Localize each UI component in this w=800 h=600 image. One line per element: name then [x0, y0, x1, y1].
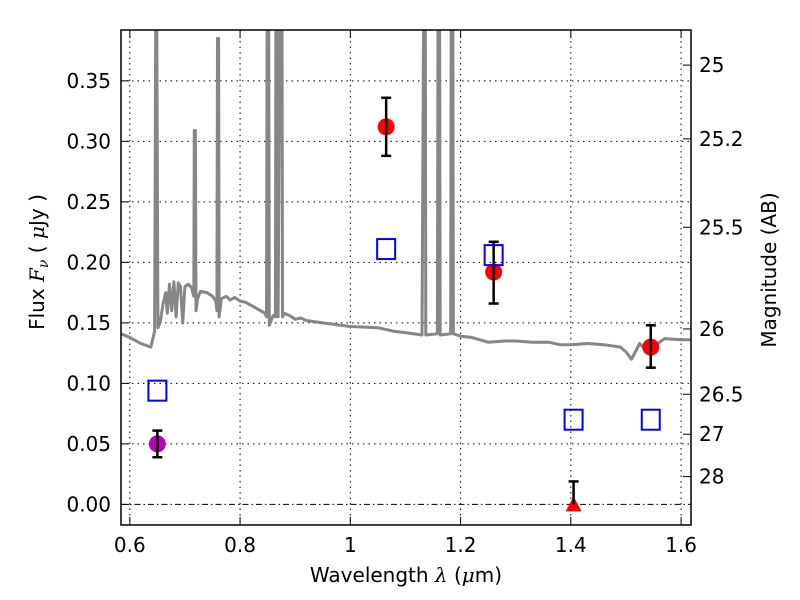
y-tick-label: 0.25: [66, 190, 111, 214]
x-axis-label-paren: (: [448, 563, 462, 587]
x-tick-label: 1: [344, 533, 357, 557]
x-axis-label-unit: m): [475, 563, 502, 587]
y-axis-label-unit: Jy ): [25, 194, 49, 228]
photometry-point: [485, 240, 503, 305]
y-axis-label-text: Flux: [25, 282, 49, 330]
model-spectrum-line: [121, 30, 691, 361]
x-tick-label: 1.6: [665, 533, 697, 557]
y2-tick-label: 25: [699, 53, 724, 77]
x-axis-label: Wavelength λ (μm): [310, 563, 502, 587]
y2-axis-label: Magnitude (AB): [757, 192, 781, 347]
model-photometry-square: [640, 408, 661, 431]
y-axis-label-nu: ν: [36, 259, 52, 268]
y-axis-label-mu: μ: [25, 226, 49, 239]
model-spectrum-layer: [121, 30, 691, 361]
y-tick-label: 0.05: [66, 432, 111, 456]
y2-tick-label: 25.5: [699, 215, 744, 239]
data-points-layer: [147, 96, 661, 512]
y2-tick-label: 28: [699, 465, 724, 489]
y-axis-label-paren: (: [25, 239, 49, 260]
x-tick-label: 0.8: [224, 533, 256, 557]
x-axis-label-text: Wavelength: [310, 563, 435, 587]
x-axis-label-mu: μ: [462, 563, 475, 587]
photometry-point: [377, 96, 395, 158]
photometry-point: [642, 324, 660, 369]
y2-tick-label: 27: [699, 422, 724, 446]
x-tick-label: 1.4: [555, 533, 587, 557]
y2-tick-label: 26.5: [699, 382, 744, 406]
y-tick-label: 0.20: [66, 250, 111, 274]
upper-limit-point: [565, 480, 582, 512]
y-tick-label: 0.35: [66, 69, 111, 93]
y-tick-label: 0.00: [66, 492, 111, 516]
model-photometry-square: [563, 408, 584, 431]
model-photometry-square: [483, 244, 504, 267]
axis-ticks: 0.6 0.8 1 1.2 1.4 1.6 0.00 0.05 0.10 0.15 0.20 0.25…: [66, 30, 744, 557]
photometry-point: [148, 429, 166, 459]
y-axis-label: Flux Fν ( μJy ): [25, 194, 52, 330]
plot-frame: [120, 29, 692, 526]
x-tick-label: 0.6: [114, 533, 146, 557]
x-axis-label-lambda: λ: [434, 563, 448, 587]
y2-tick-label: 26: [699, 317, 724, 341]
y2-tick-label: 25.2: [699, 127, 744, 151]
model-photometry-square: [376, 238, 397, 261]
model-photometry-square: [147, 379, 168, 402]
y-axis-label-F: F: [25, 267, 49, 283]
y-tick-label: 0.15: [66, 311, 111, 335]
grid: [121, 30, 691, 525]
x-tick-label: 1.2: [445, 533, 477, 557]
y-tick-label: 0.30: [66, 129, 111, 153]
y-tick-label: 0.10: [66, 371, 111, 395]
